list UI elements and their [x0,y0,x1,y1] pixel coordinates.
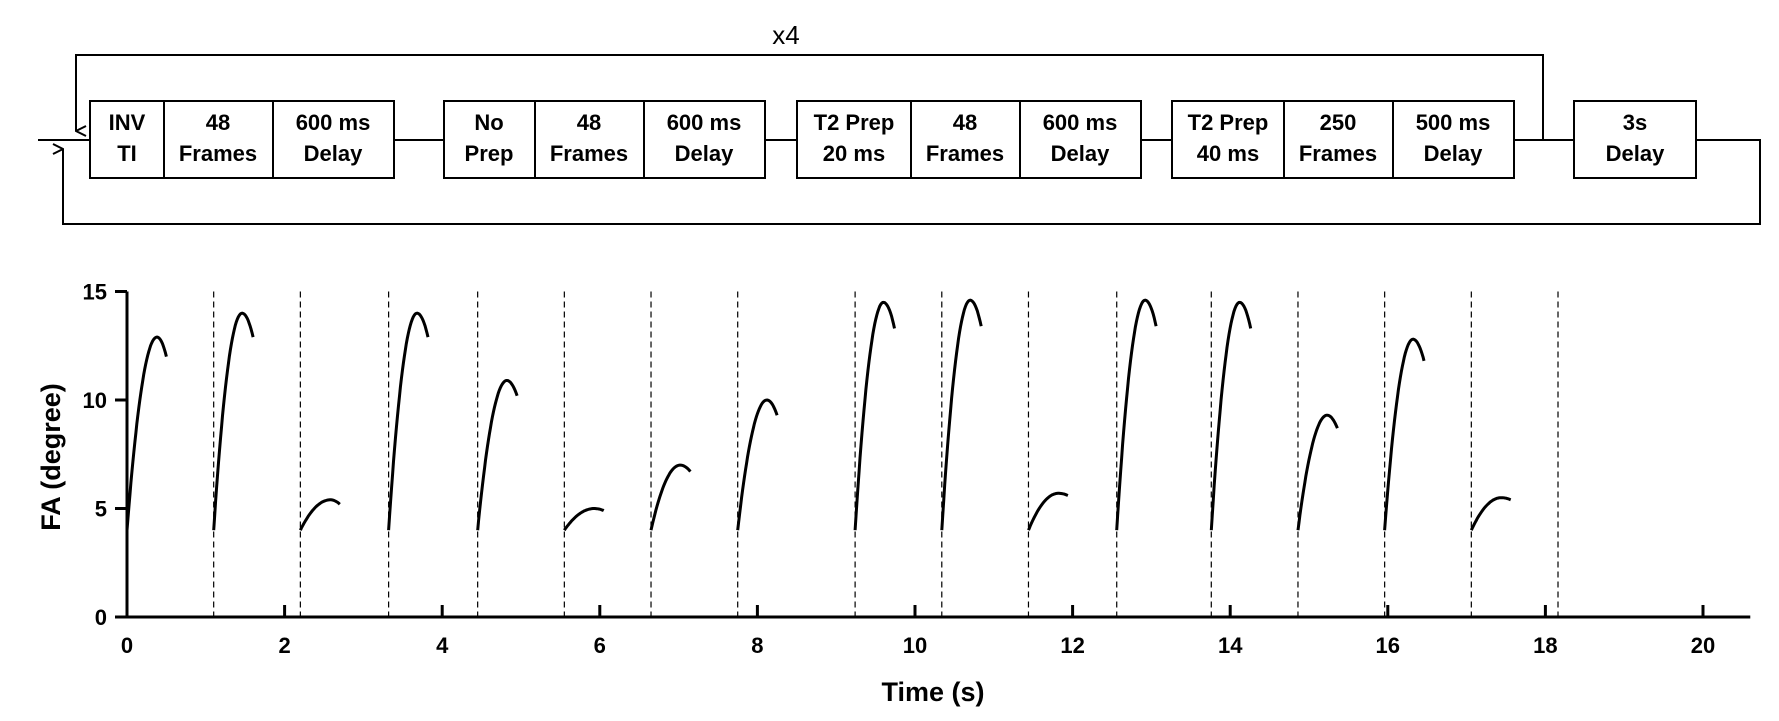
x-tick-label: 12 [1060,633,1084,658]
block-box [163,100,274,179]
block-box [443,100,536,179]
x-ticks: 0 2 4 6 8 10 12 14 16 18 20 [121,605,1715,658]
y-tick-label: 5 [95,497,107,522]
y-ticks: 0 5 10 15 [83,280,127,630]
block-label-top: 3s [1623,110,1647,135]
fa-curve-segment [476,379,519,531]
block-box [1392,100,1515,179]
block-label-bottom: Frames [926,141,1004,166]
block-label-bottom: Delay [1424,141,1483,166]
block-label-bottom: Delay [1606,141,1665,166]
y-tick-label: 0 [95,605,107,630]
fa-curve-segment [299,498,341,531]
group-4-t2prep-40: T2 Prep 40 ms 250 Frames 500 ms Delay [1171,100,1515,179]
sequence-diagram: x4 INV TI 48 Frames 600 ms Delay No Pr [38,20,1761,225]
sequence-boundaries [213,291,1559,617]
fa-curve-segment [125,335,168,531]
block-label-top: 500 ms [1416,110,1491,135]
x-tick-label: 6 [594,633,606,658]
group-5-final-delay: 3s Delay [1573,100,1697,179]
block-label-top: 600 ms [667,110,742,135]
fa-curve-segment [387,311,430,531]
block-label-top: T2 Prep [814,110,895,135]
fa-curve-segment [736,398,779,531]
return-arrow [63,139,1761,225]
block-label-bottom: Frames [179,141,257,166]
block-label-top: 250 [1320,110,1357,135]
block-label-bottom: Frames [550,141,628,166]
block-label-top: 48 [577,110,601,135]
x-tick-label: 8 [751,633,763,658]
block-box [643,100,766,179]
block-label-top: 48 [953,110,977,135]
block-label-bottom: Delay [304,141,363,166]
y-tick-label: 10 [83,388,107,413]
x-tick-label: 18 [1533,633,1557,658]
block-box [534,100,645,179]
x-tick-label: 10 [903,633,927,658]
fa-curve-segment [1027,491,1069,531]
fa-series [125,298,1512,532]
x-tick-label: 0 [121,633,133,658]
block-box [1019,100,1142,179]
block-box [272,100,395,179]
fa-curve-segment [853,300,896,531]
block-label-bottom: 20 ms [823,141,885,166]
fa-curve-segment [212,311,255,531]
block-label-bottom: Delay [675,141,734,166]
repeat-label: x4 [772,20,799,50]
block-label-bottom: Prep [465,141,514,166]
block-box [89,100,165,179]
x-tick-label: 2 [278,633,290,658]
x-tick-label: 20 [1691,633,1715,658]
fa-curve-segment [649,463,692,531]
fa-curve-segment [1115,298,1158,531]
block-label-bottom: TI [117,141,137,166]
x-tick-label: 16 [1376,633,1400,658]
fa-chart: 0 5 10 15 0 2 4 6 8 10 12 14 16 18 20 Time (s) FA (de… [36,280,1751,707]
fa-curve-segment [563,507,605,532]
block-label-top: 600 ms [1043,110,1118,135]
y-axis-label: FA (degree) [36,383,66,531]
group-2-no-prep: No Prep 48 Frames 600 ms Delay [443,100,766,179]
x-axis-label: Time (s) [881,677,984,707]
fa-curve-segment [1383,337,1426,531]
group-1-inv: INV TI 48 Frames 600 ms Delay [89,100,395,179]
block-label-top: 48 [206,110,230,135]
block-box [1573,100,1697,179]
block-label-bottom: Delay [1051,141,1110,166]
fa-curve-segment [940,298,983,531]
group-3-t2prep-20: T2 Prep 20 ms 48 Frames 600 ms Delay [796,100,1142,179]
fa-curve-segment [1296,413,1339,531]
block-label-top: No [474,110,503,135]
block-label-bottom: 40 ms [1197,141,1259,166]
block-label-bottom: Frames [1299,141,1377,166]
block-label-top: 600 ms [296,110,371,135]
x-tick-label: 4 [436,633,449,658]
block-label-top: INV [109,110,146,135]
y-tick-label: 15 [83,280,107,305]
fa-curve-segment [1469,496,1512,531]
block-box [1283,100,1394,179]
x-tick-label: 14 [1218,633,1243,658]
block-label-top: T2 Prep [1188,110,1269,135]
fa-curve-segment [1209,300,1253,531]
